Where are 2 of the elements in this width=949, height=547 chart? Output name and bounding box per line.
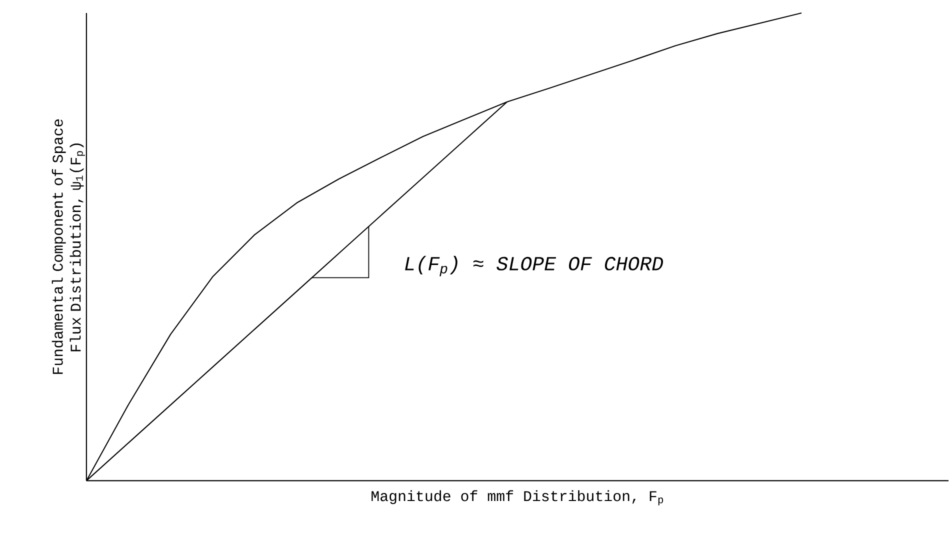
x-axis-title: Magnitude of mmf Distribution, F$_{p}$ — [372, 490, 664, 506]
annotation: L(F$_{p}$) ≈ SLOPE OF CHORD — [405, 256, 664, 276]
